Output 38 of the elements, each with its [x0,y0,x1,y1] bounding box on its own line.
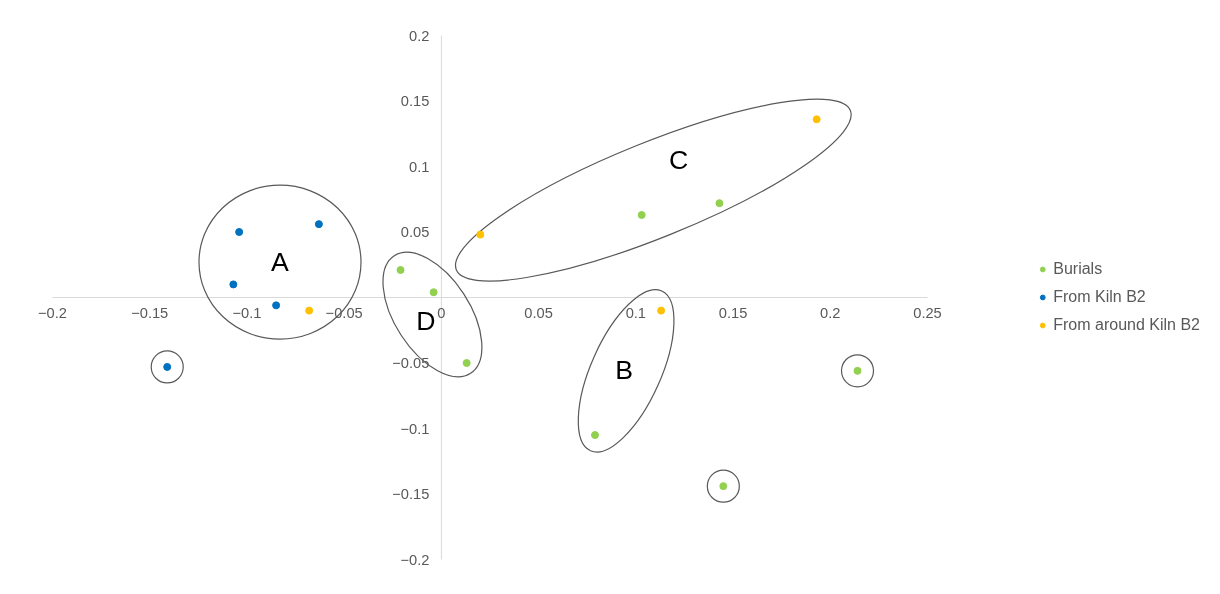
y-tick-label: 0.05 [400,224,430,240]
y-tick-label: −0.1 [400,420,430,437]
legend-label: From around Kiln B2 [1053,316,1200,334]
point [476,230,485,239]
y-tick-label: 0.1 [409,158,430,175]
point [637,210,646,219]
legend-label: Burials [1053,260,1103,278]
x-tick-label: 0.1 [625,304,647,321]
y-tick-label: 0.2 [409,27,430,44]
x-tick-label: 0.2 [820,304,841,321]
annotation: C [668,144,689,175]
y-tick-label: −0.2 [400,551,430,568]
point [272,301,281,310]
annotation: B [615,354,634,385]
annotation: A [271,247,290,278]
point [229,280,238,289]
point [462,359,471,367]
legend-label: From Kiln B2 [1053,288,1146,306]
point [715,199,724,208]
point [314,220,323,229]
point [591,431,599,440]
x-tick-label: 0 [437,304,446,321]
x-tick-label: −0.1 [232,304,262,321]
x-tick-label: −0.15 [131,304,169,321]
point [429,288,438,297]
point [812,115,821,124]
x-tick-label: 0.05 [524,304,553,321]
x-tick-label: −0.2 [38,304,67,321]
x-tick-label: 0.25 [913,304,942,321]
y-tick-label: 0.15 [400,93,430,109]
point [305,306,314,315]
y-tick-label: −0.05 [392,355,430,371]
y-tick-label: −0.15 [392,486,430,502]
x-tick-label: 0.15 [718,304,748,321]
annotation: D [416,306,436,337]
point [235,228,244,236]
point [657,306,666,315]
point [396,266,405,274]
